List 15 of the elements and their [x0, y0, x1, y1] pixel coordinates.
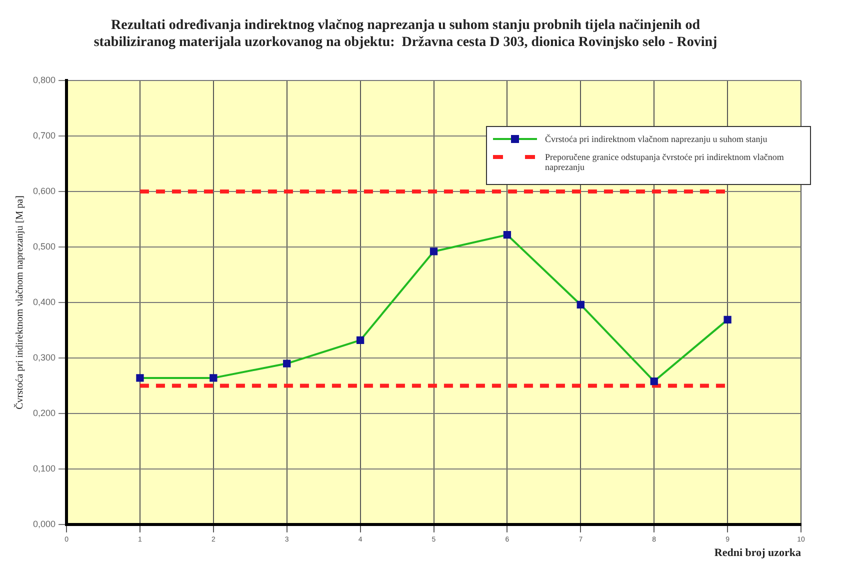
legend-label: Čvrstoća pri indirektnom vlačnom naprezanju u suhom stanju: [545, 134, 768, 144]
text: Rezultati određivanja indirektnog vlačnog naprezanja u suhom stanju probnih tijela načinjenih od: [111, 18, 700, 34]
y-tick-label: 0,500: [32, 242, 56, 252]
legend-label: Preporučene granice odstupanja čvrstoće pri indirektnom vlačnom naprezanju: [545, 152, 785, 172]
y-tick-label: 0,200: [32, 408, 56, 418]
y-tick-label: 0,600: [32, 186, 56, 196]
y-tick-label: 0,000: [32, 518, 56, 529]
y-tick-label: 0,800: [32, 75, 56, 86]
y-axis-title: Čvrstoća pri indirektnom vlačnom naprezanju [M pa]: [14, 196, 26, 410]
y-tick-label: 0,100: [32, 463, 56, 474]
y-tick-label: 0,400: [32, 296, 56, 307]
y-tick-label: 0,300: [32, 352, 56, 362]
y-tick-label: 0,700: [32, 130, 56, 141]
text: stabiliziranog materijala uzorkovanog na objektu: Državna cesta D 303, dionica Rovinjsko selo - Rovinj: [94, 34, 718, 50]
x-axis-title: Redni broj uzorka: [714, 547, 802, 560]
